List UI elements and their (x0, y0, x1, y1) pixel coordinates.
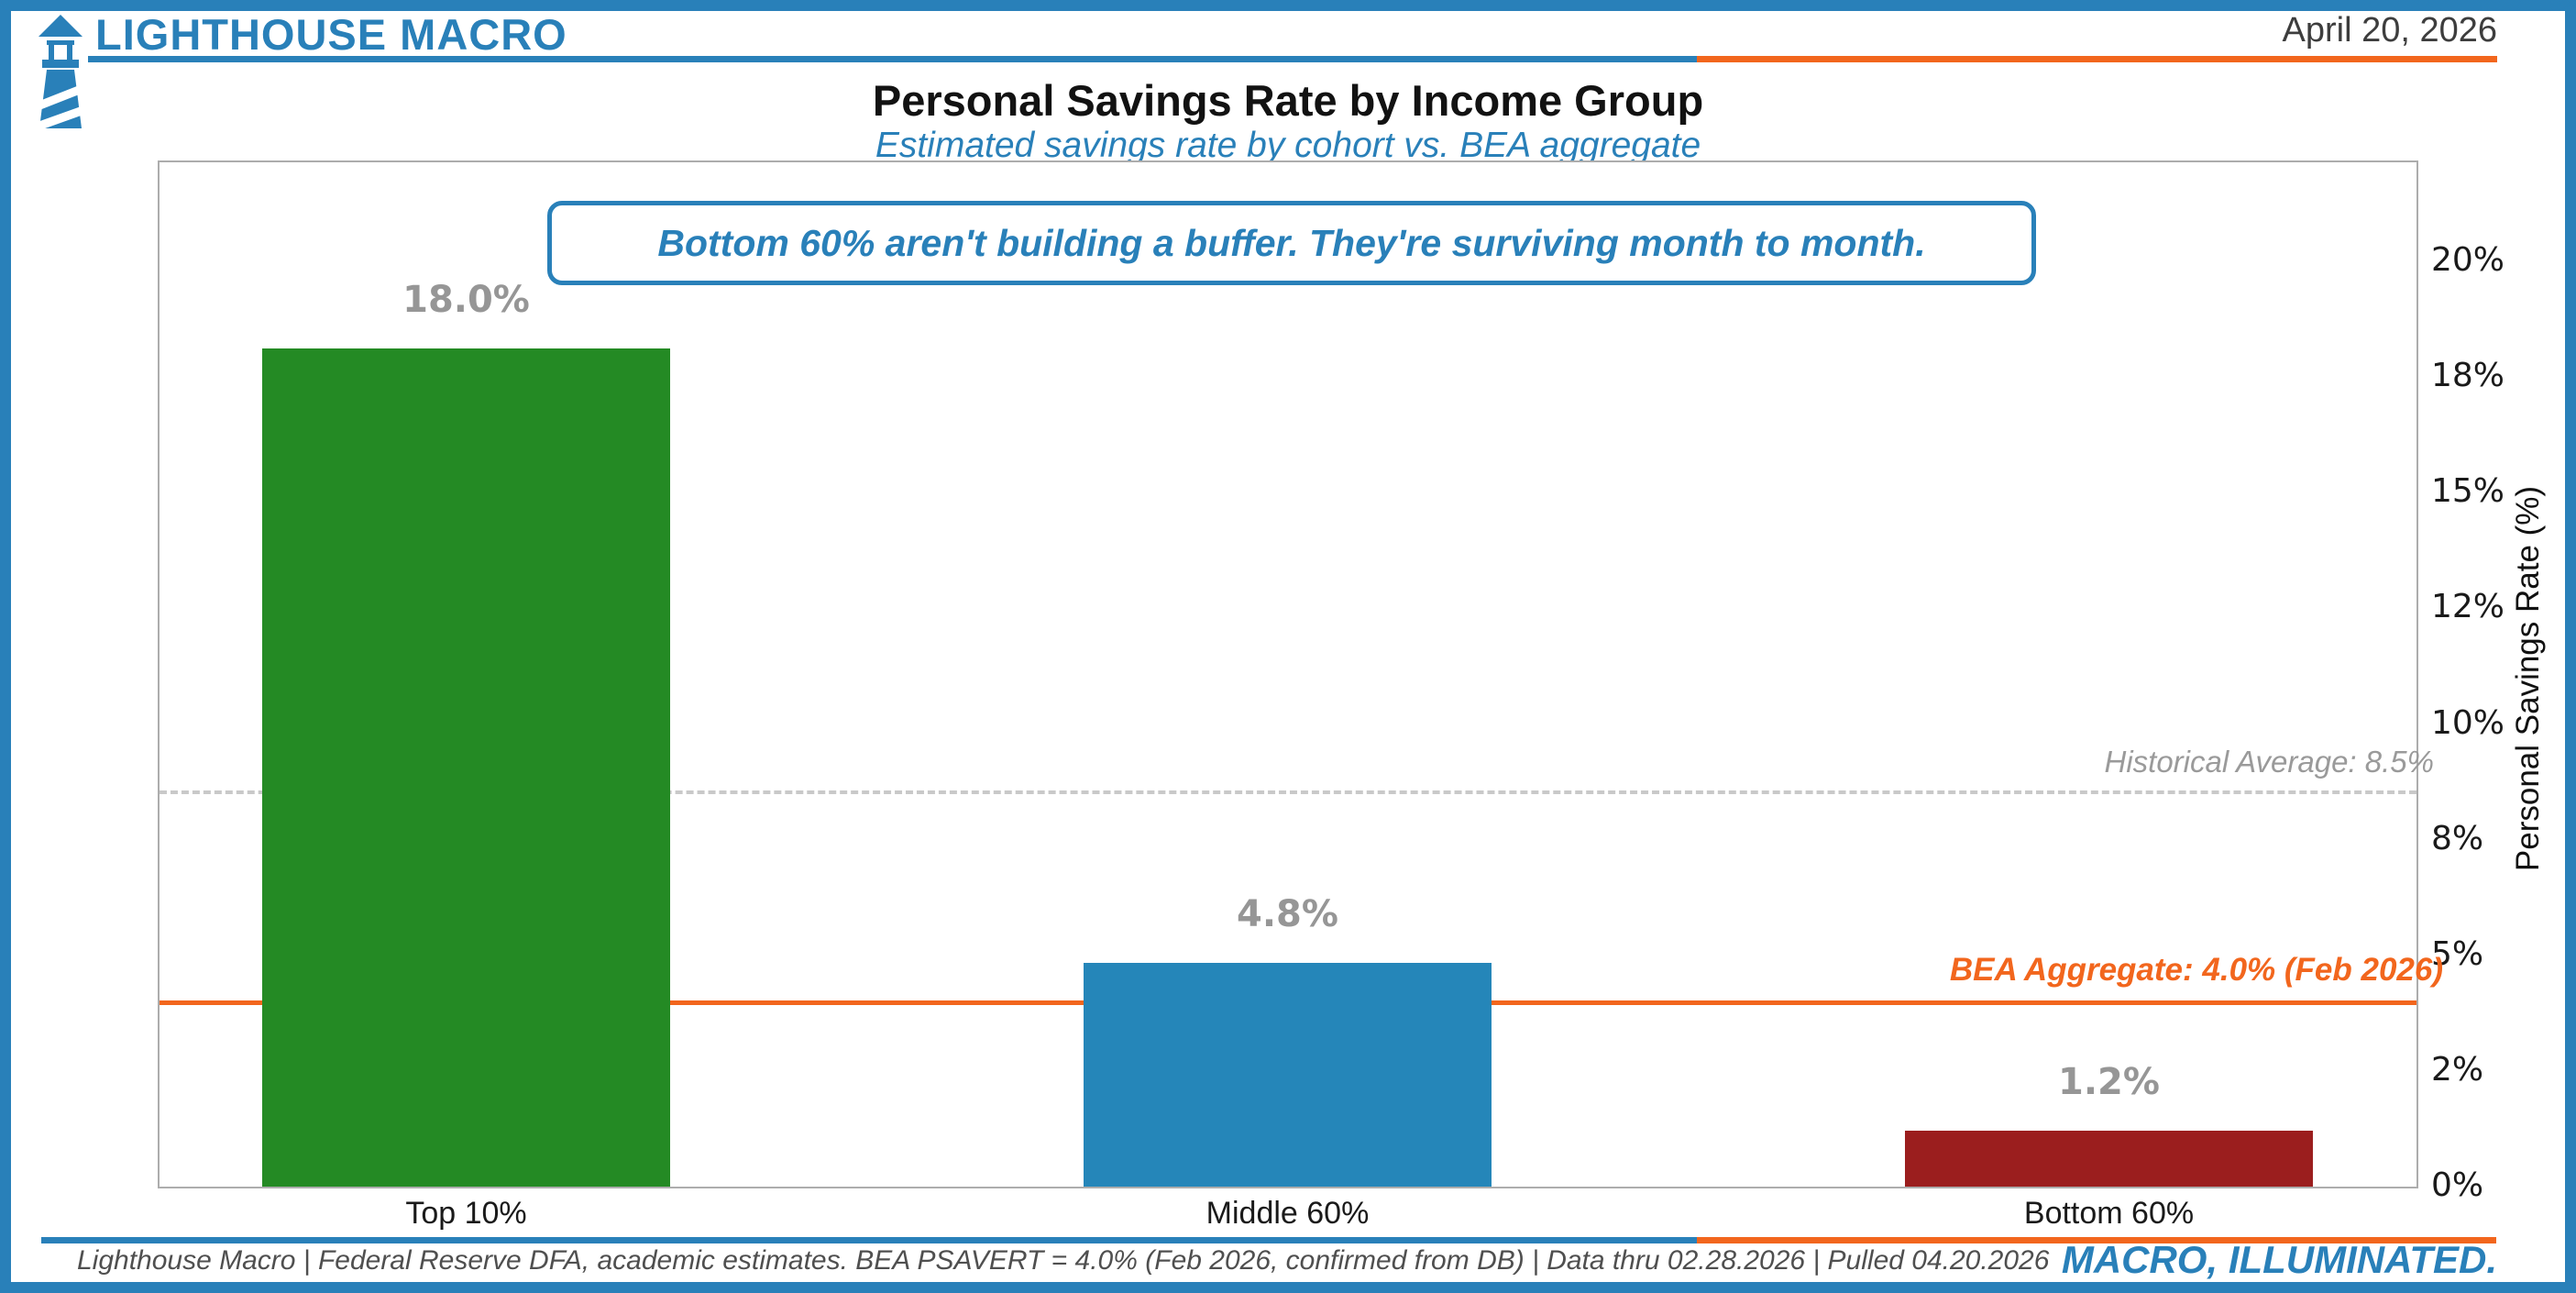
historical-average-label: Historical Average: 8.5% (2104, 745, 2434, 779)
bar-value-label: 18.0% (402, 279, 530, 322)
header-rule-orange (1697, 56, 2497, 62)
footer-source-note: Lighthouse Macro | Federal Reserve DFA, … (77, 1245, 2050, 1276)
bar-group-bottom60: 1.2% (1905, 162, 2313, 1187)
ytick-18: 18% (2431, 357, 2505, 394)
ytick-5: 5% (2431, 935, 2484, 973)
ytick-0: 0% (2431, 1166, 2484, 1204)
footer-tagline: MACRO, ILLUMINATED. (2061, 1238, 2497, 1281)
xtick-bottom60: Bottom 60% (2023, 1196, 2195, 1231)
bar-value-label: 4.8% (1237, 893, 1338, 936)
ytick-12: 12% (2431, 588, 2505, 625)
ytick-10: 10% (2431, 704, 2505, 742)
y-axis-label: Personal Savings Rate (%) (2510, 485, 2546, 872)
header-rule-blue (88, 56, 1697, 62)
page-title: Personal Savings Rate by Income Group (872, 76, 1704, 125)
plot-area: 18.0% 4.8% 1.2% (158, 160, 2418, 1188)
bar-bottom60 (1905, 1131, 2313, 1187)
xtick-top10: Top 10% (405, 1196, 527, 1231)
bar-group-middle60: 4.8% (1084, 162, 1492, 1187)
footer-rule-blue (41, 1237, 1697, 1243)
footer-rule-orange (1697, 1237, 2496, 1243)
bar-top10 (262, 348, 670, 1187)
xtick-middle60: Middle 60% (1205, 1196, 1370, 1231)
annotation-callout: Bottom 60% aren't building a buffer. The… (547, 201, 2036, 285)
brand-name: LIGHTHOUSE MACRO (95, 10, 567, 59)
ytick-8: 8% (2431, 820, 2484, 857)
bar-value-label: 1.2% (2058, 1061, 2160, 1104)
ytick-20: 20% (2431, 241, 2505, 279)
ytick-2: 2% (2431, 1051, 2484, 1089)
bar-middle60 (1084, 963, 1492, 1187)
lighthouse-logo-icon (35, 15, 86, 132)
ytick-15: 15% (2431, 472, 2505, 510)
historical-average-line (160, 790, 2416, 795)
bea-aggregate-label: BEA Aggregate: 4.0% (Feb 2026) (1949, 952, 2443, 988)
page-subtitle: Estimated savings rate by cohort vs. BEA… (875, 126, 1701, 165)
bar-group-top10: 18.0% (262, 162, 670, 1187)
report-date: April 20, 2026 (2282, 11, 2498, 50)
